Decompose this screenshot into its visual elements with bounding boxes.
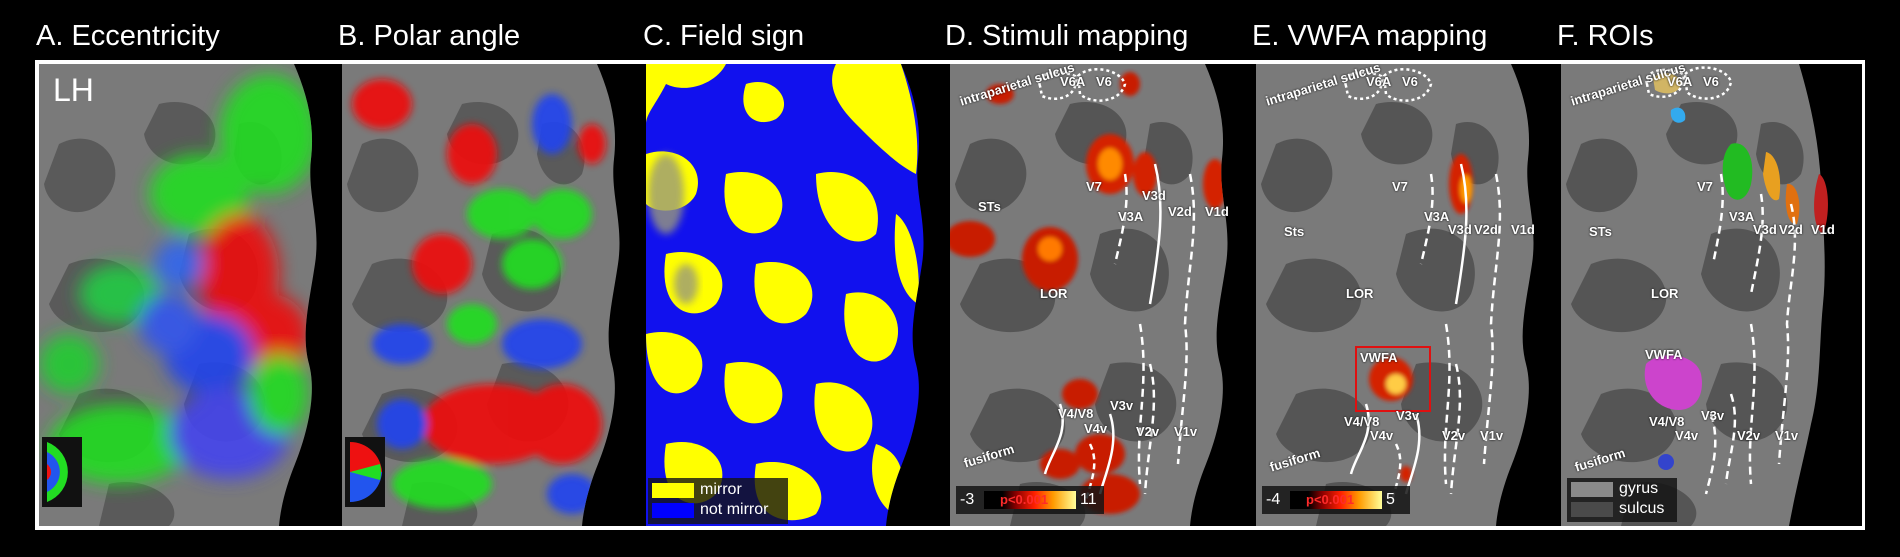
mirror-swatch [652, 483, 694, 498]
label-v2v: V2v [1442, 428, 1466, 443]
field-sign-map [646, 64, 924, 526]
label-v6: V6 [1402, 74, 1418, 89]
rois-map [1561, 64, 1828, 526]
label-v6a: V6A [1667, 74, 1693, 89]
polar-angle-map [342, 64, 620, 526]
label-v7: V7 [1086, 179, 1102, 194]
label-lor: LOR [1346, 286, 1374, 301]
label-sts: STs [1589, 224, 1612, 239]
panel-eccentricity: LH [39, 64, 340, 526]
label-v6a: V6A [1060, 74, 1086, 89]
panel-c-title: C. Field sign [643, 20, 805, 52]
colorbar-gradient [1290, 491, 1382, 509]
label-v4v: V4v [1675, 428, 1699, 443]
label-v3d: V3d [1753, 222, 1777, 237]
label-lor: LOR [1040, 286, 1068, 301]
label-v3v: V3v [1701, 408, 1725, 423]
label-v4v8: V4/V8 [1649, 414, 1685, 429]
sulcus-swatch [1571, 502, 1613, 517]
label-v4v: V4v [1370, 428, 1394, 443]
colorbar-max: 5 [1386, 491, 1395, 508]
legend-item-mirror: mirror [648, 481, 788, 501]
label-v4v8: V4/V8 [1058, 406, 1094, 421]
label-vwfa: VWFA [1645, 347, 1683, 362]
label-v3d: V3d [1142, 188, 1166, 203]
panel-stimuli-mapping: V6A V6 intraparietal sulcus V7 V3A V3d V… [950, 64, 1251, 526]
label-v2d: V2d [1779, 222, 1803, 237]
label-v3d: V3d [1448, 222, 1472, 237]
label-v1v: V1v [1775, 428, 1799, 443]
colorbar-threshold: p<0.001 [1306, 492, 1355, 507]
legend-item-gyrus: gyrus [1567, 480, 1677, 500]
legend-item-not-mirror: not mirror [648, 501, 788, 521]
gyrus-swatch [1571, 482, 1613, 497]
label-v1d: V1d [1511, 222, 1535, 237]
label-v6: V6 [1703, 74, 1719, 89]
label-v3v: V3v [1110, 398, 1134, 413]
colorbar-stimuli: -3 p<0.001 11 [956, 486, 1104, 514]
label-v3v: V3v [1396, 408, 1420, 423]
label-v4v8: V4/V8 [1344, 414, 1380, 429]
colorbar-vwfa: -4 p<0.001 5 [1262, 486, 1410, 514]
panel-polar-angle [342, 64, 643, 526]
label-v2v: V2v [1737, 428, 1761, 443]
label-v2d: V2d [1168, 204, 1192, 219]
panel-f-title: F. ROIs [1557, 20, 1654, 52]
legend-label-not-mirror: not mirror [700, 501, 769, 518]
label-v6a: V6A [1366, 74, 1392, 89]
label-sts: Sts [1284, 224, 1305, 239]
not-mirror-swatch [652, 503, 694, 518]
hemisphere-label: LH [53, 72, 94, 108]
panel-d-title: D. Stimuli mapping [945, 20, 1189, 52]
legend-item-sulcus: sulcus [1567, 500, 1677, 520]
vwfa-highlight-box [1355, 346, 1431, 412]
label-v3a: V3A [1118, 209, 1144, 224]
eccentricity-map [39, 64, 317, 526]
label-sts: STs [978, 199, 1001, 214]
colorbar-min: -3 [960, 491, 975, 508]
label-lor: LOR [1651, 286, 1679, 301]
gyrus-sulcus-legend: gyrus sulcus [1567, 478, 1677, 522]
panel-vwfa-mapping: V6A V6 intraparietal sulcus V7 V3A V3d V… [1256, 64, 1557, 526]
panel-b-title: B. Polar angle [338, 20, 521, 52]
legend-label-mirror: mirror [700, 481, 742, 498]
colorbar-max: 11 [1080, 491, 1097, 508]
label-v1v: V1v [1480, 428, 1504, 443]
label-v1v: V1v [1174, 424, 1198, 439]
label-v2d: V2d [1474, 222, 1498, 237]
panel-a-title: A. Eccentricity [36, 20, 220, 52]
stimuli-mapping-map [950, 64, 1228, 526]
panel-rois: V6A V6 intraparietal sulcus V7 V3A V3d V… [1561, 64, 1862, 526]
colorbar-min: -4 [1266, 491, 1281, 508]
colorbar-threshold: p<0.001 [1000, 492, 1049, 507]
colorbar-gradient [984, 491, 1076, 509]
vwfa-mapping-map [1256, 64, 1534, 526]
label-v1d: V1d [1205, 204, 1229, 219]
legend-label-gyrus: gyrus [1619, 480, 1659, 497]
label-v2v: V2v [1136, 424, 1160, 439]
panel-field-sign: mirror not mirror [646, 64, 947, 526]
label-v7: V7 [1392, 179, 1408, 194]
label-vwfa: VWFA [1360, 350, 1398, 365]
panel-e-title: E. VWFA mapping [1252, 20, 1488, 52]
label-v4v: V4v [1084, 421, 1108, 436]
legend-label-sulcus: sulcus [1619, 500, 1665, 517]
label-v3a: V3A [1424, 209, 1450, 224]
label-v6: V6 [1096, 74, 1112, 89]
label-v1d: V1d [1811, 222, 1835, 237]
label-v7: V7 [1697, 179, 1713, 194]
label-v3a: V3A [1729, 209, 1755, 224]
field-sign-legend: mirror not mirror [648, 478, 788, 524]
